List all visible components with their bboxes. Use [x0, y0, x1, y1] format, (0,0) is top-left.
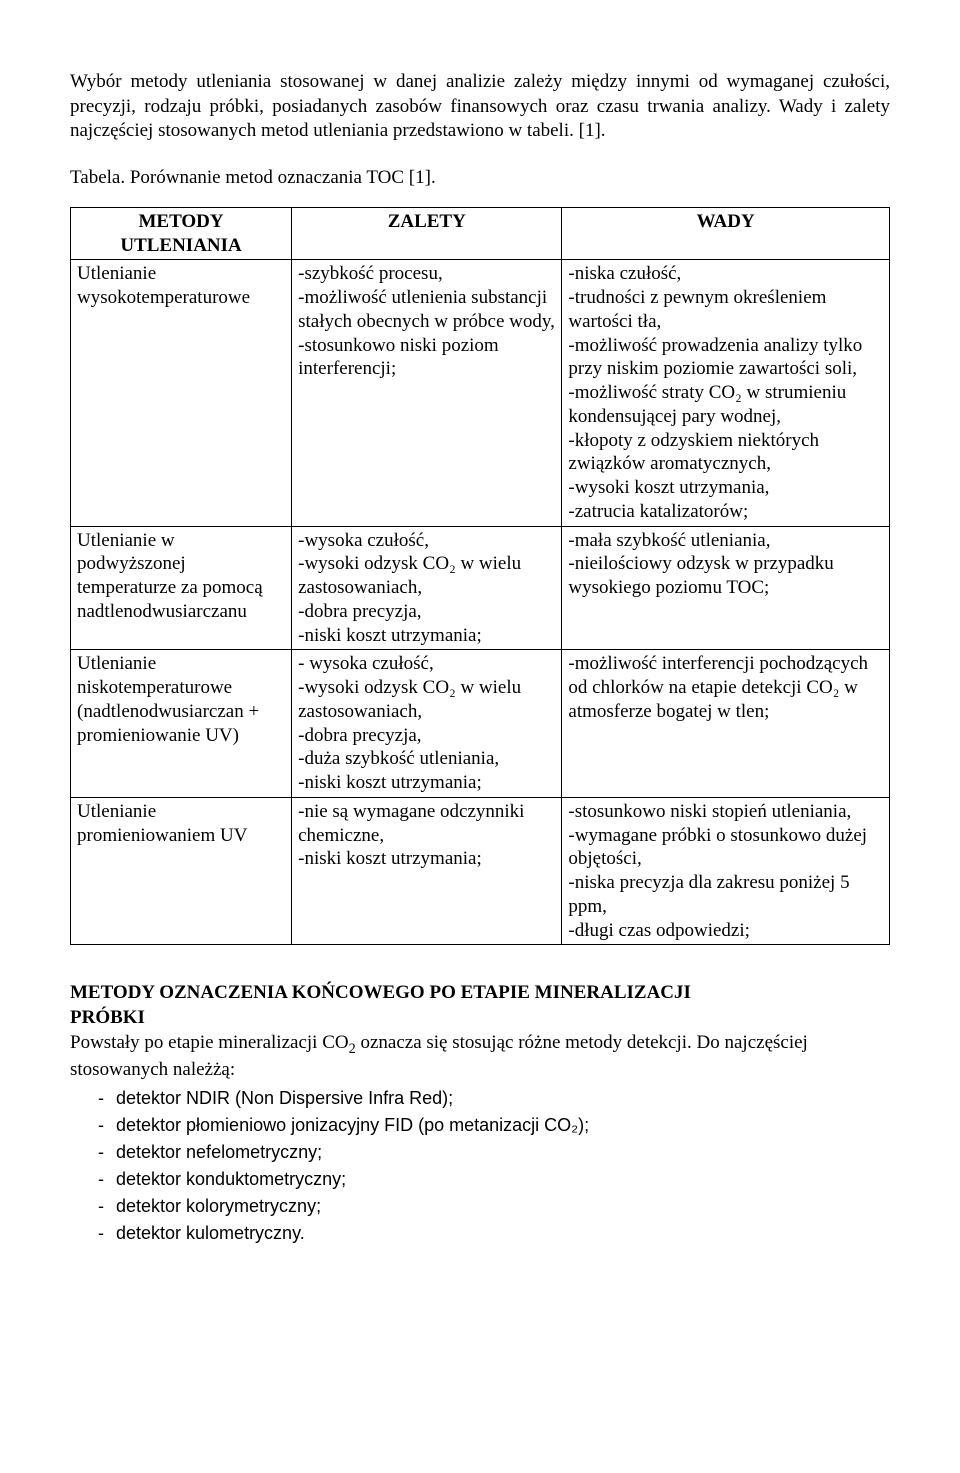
list-item: -detektor konduktometryczny;	[70, 1166, 890, 1193]
cell-method: Utlenianie w podwyższonej temperaturze z…	[71, 526, 292, 650]
table-row: Utlenianie wysokotemperaturowe -szybkość…	[71, 260, 890, 526]
table-row: Utlenianie niskotemperaturowe (nadtlenod…	[71, 650, 890, 798]
list-item: -detektor płomieniowo jonizacyjny FID (p…	[70, 1112, 890, 1139]
list-item: -detektor NDIR (Non Dispersive Infra Red…	[70, 1085, 890, 1112]
list-item: -detektor nefelometryczny;	[70, 1139, 890, 1166]
cell-zalety: -szybkość procesu,-możliwość utlenienia …	[292, 260, 562, 526]
cell-wady: -niska czułość,-trudności z pewnym okreś…	[562, 260, 890, 526]
table-row: Utlenianie w podwyższonej temperaturze z…	[71, 526, 890, 650]
table-header-row: METODY UTLENIANIA ZALETY WADY	[71, 207, 890, 260]
cell-zalety: - wysoka czułość,-wysoki odzysk CO₂ w wi…	[292, 650, 562, 798]
detector-list: -detektor NDIR (Non Dispersive Infra Red…	[70, 1085, 890, 1247]
list-item: -detektor kolorymetryczny;	[70, 1193, 890, 1220]
cell-zalety: -nie są wymagane odczynniki chemiczne,-n…	[292, 797, 562, 945]
header-zalety: ZALETY	[292, 207, 562, 260]
intro-paragraph: Wybór metody utleniania stosowanej w dan…	[70, 70, 890, 144]
cell-wady: -stosunkowo niski stopień utleniania,-wy…	[562, 797, 890, 945]
table-caption: Tabela. Porównanie metod oznaczania TOC …	[70, 166, 890, 191]
header-wady: WADY	[562, 207, 890, 260]
section-heading: METODY OZNACZENIA KOŃCOWEGO PO ETAPIE MI…	[70, 981, 890, 1030]
table-row: Utlenianie promieniowaniem UV -nie są wy…	[71, 797, 890, 945]
comparison-table: METODY UTLENIANIA ZALETY WADY Utlenianie…	[70, 207, 890, 946]
list-item: -detektor kulometryczny.	[70, 1220, 890, 1247]
section-intro: Powstały po etapie mineralizacji CO2 ozn…	[70, 1031, 890, 1083]
cell-method: Utlenianie wysokotemperaturowe	[71, 260, 292, 526]
cell-zalety: -wysoka czułość,-wysoki odzysk CO₂ w wie…	[292, 526, 562, 650]
page: Wybór metody utleniania stosowanej w dan…	[0, 0, 960, 1317]
cell-wady: -możliwość interferencji pochodzących od…	[562, 650, 890, 798]
header-methods: METODY UTLENIANIA	[71, 207, 292, 260]
cell-wady: -mała szybkość utleniania,-nieilościowy …	[562, 526, 890, 650]
cell-method: Utlenianie niskotemperaturowe (nadtlenod…	[71, 650, 292, 798]
cell-method: Utlenianie promieniowaniem UV	[71, 797, 292, 945]
